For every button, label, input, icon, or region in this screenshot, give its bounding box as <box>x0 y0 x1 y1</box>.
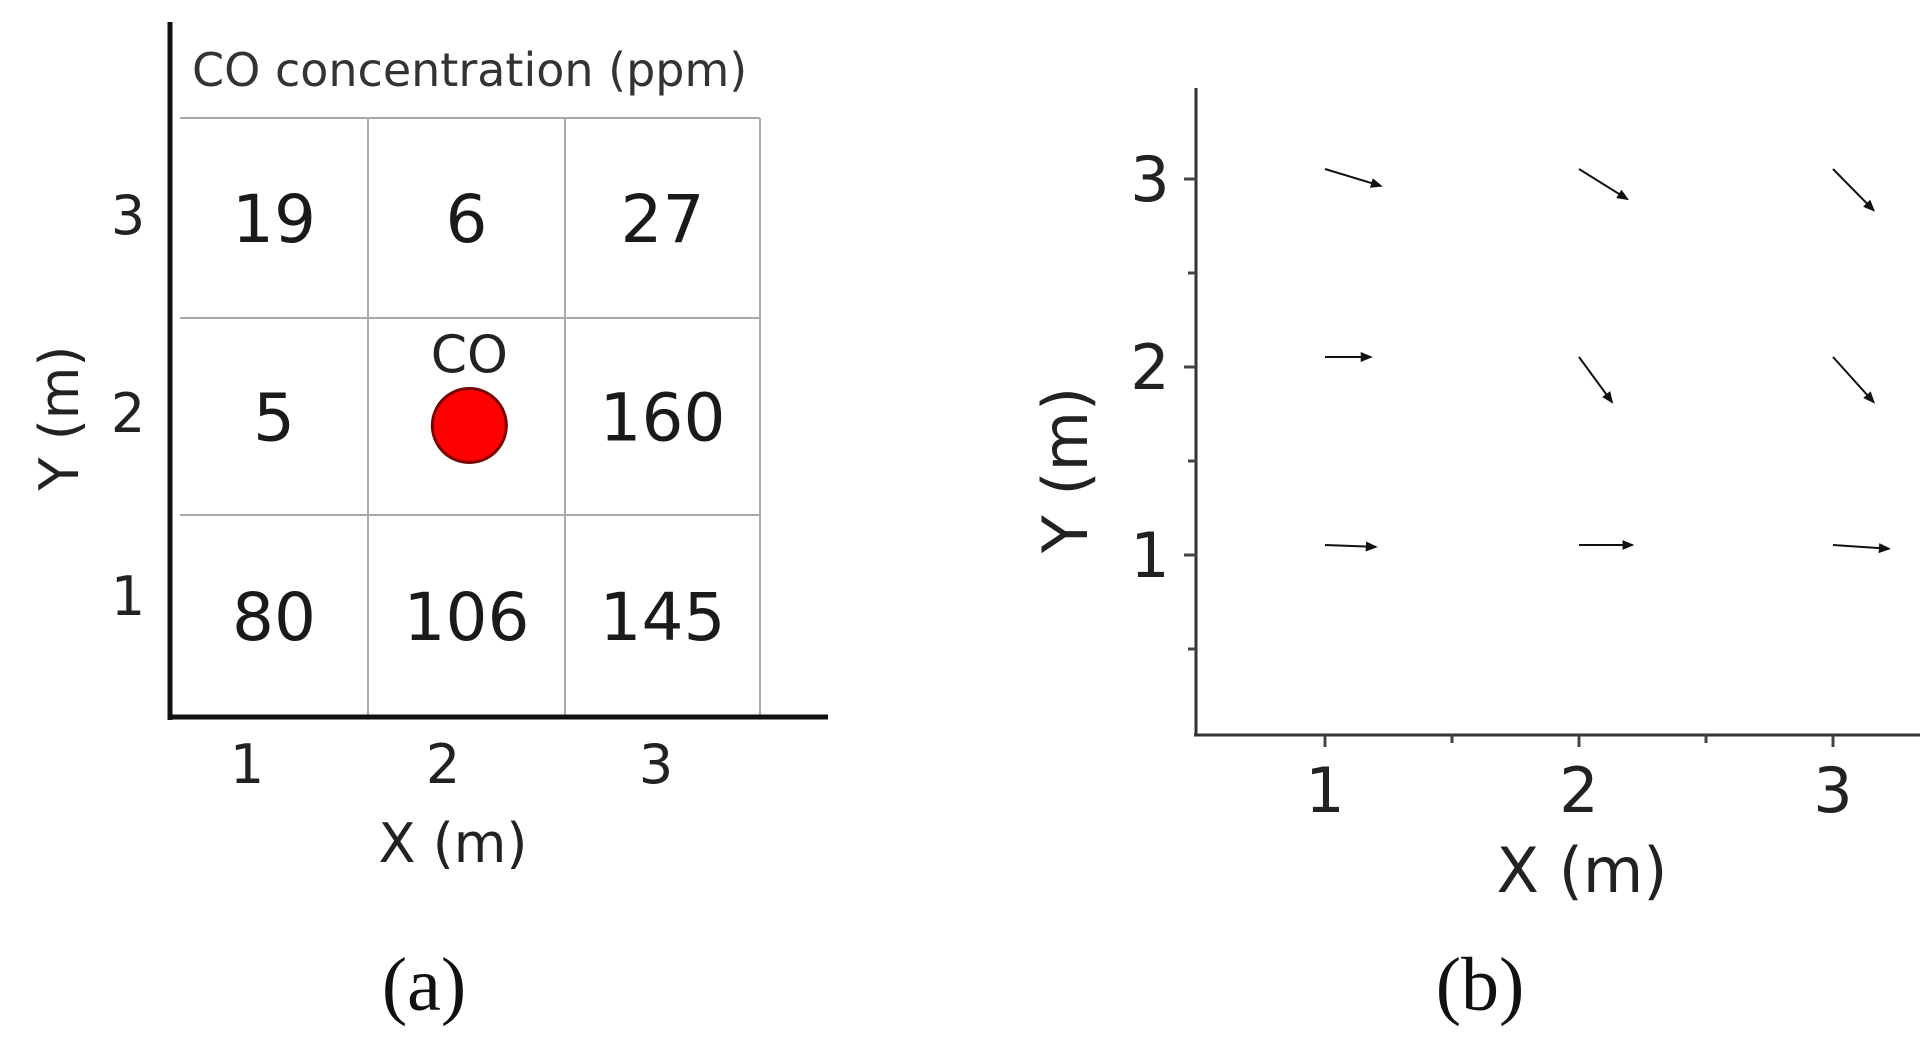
panel-a-x-tick-label: 1 <box>230 733 264 796</box>
panel-b-x-tick-label: 3 <box>1813 754 1852 827</box>
panel-b-velocity-field: 1 2 3 1 2 3 X (m) Y (m) (b) <box>1029 88 1920 1027</box>
panel-a-cell-value: 145 <box>600 579 726 656</box>
panel-b-letter: (b) <box>1436 943 1525 1027</box>
panel-b-ticks: 1 2 3 1 2 3 <box>1130 143 1852 827</box>
panel-a-grid <box>180 117 761 717</box>
panel-a-y-tick-label: 3 <box>111 184 145 247</box>
panel-a-x-tick-label: 2 <box>426 733 460 796</box>
panel-b-x-axis-label: X (m) <box>1497 834 1668 907</box>
panel-a-cell-value: 160 <box>600 380 726 457</box>
panel-a-title: CO concentration (ppm) <box>192 43 747 97</box>
panel-a-y-tick-label: 2 <box>111 382 145 445</box>
panel-a-cell-value: 80 <box>232 579 316 656</box>
panel-b-vectors <box>1324 168 1891 554</box>
velocity-arrow <box>1324 168 1383 188</box>
panel-b-y-tick-label: 3 <box>1130 143 1169 216</box>
velocity-arrow <box>1578 168 1629 201</box>
panel-a-cell-value: 19 <box>232 181 316 258</box>
velocity-arrow <box>1832 356 1875 404</box>
panel-a-y-tick-label: 1 <box>111 565 145 628</box>
panel-a-x-axis-label: X (m) <box>379 812 528 875</box>
panel-a-y-axis-label: Y (m) <box>28 346 91 492</box>
velocity-arrow <box>1832 168 1876 212</box>
co-source-marker <box>430 387 508 464</box>
velocity-arrow <box>1832 543 1891 554</box>
panel-a-ticks: 1 2 3 1 2 3 <box>111 184 673 796</box>
panel-b-y-tick-label: 2 <box>1130 331 1169 404</box>
panel-a-cell-value: 27 <box>621 181 705 258</box>
panel-a-x-tick-label: 3 <box>639 733 673 796</box>
velocity-arrow <box>1324 541 1378 552</box>
panel-a-cells: 19 6 27 5 160 80 106 145 <box>232 181 725 656</box>
panel-a-cell-value: 106 <box>404 579 530 656</box>
panel-b-x-tick-label: 1 <box>1305 754 1344 827</box>
panel-a-cell-value: 6 <box>446 181 488 258</box>
panel-b-y-tick-label: 1 <box>1130 519 1169 592</box>
co-source-label: CO <box>431 326 508 386</box>
panel-a-cell-value: 5 <box>253 380 295 457</box>
panel-b-y-axis-label: Y (m) <box>1029 387 1102 554</box>
panel-b-x-tick-label: 2 <box>1559 754 1598 827</box>
panel-a-concentration-grid: CO concentration (ppm) 19 6 27 5 160 80 106 145… <box>28 22 828 1027</box>
velocity-arrow <box>1578 356 1614 404</box>
panel-a-letter: (a) <box>382 943 466 1027</box>
